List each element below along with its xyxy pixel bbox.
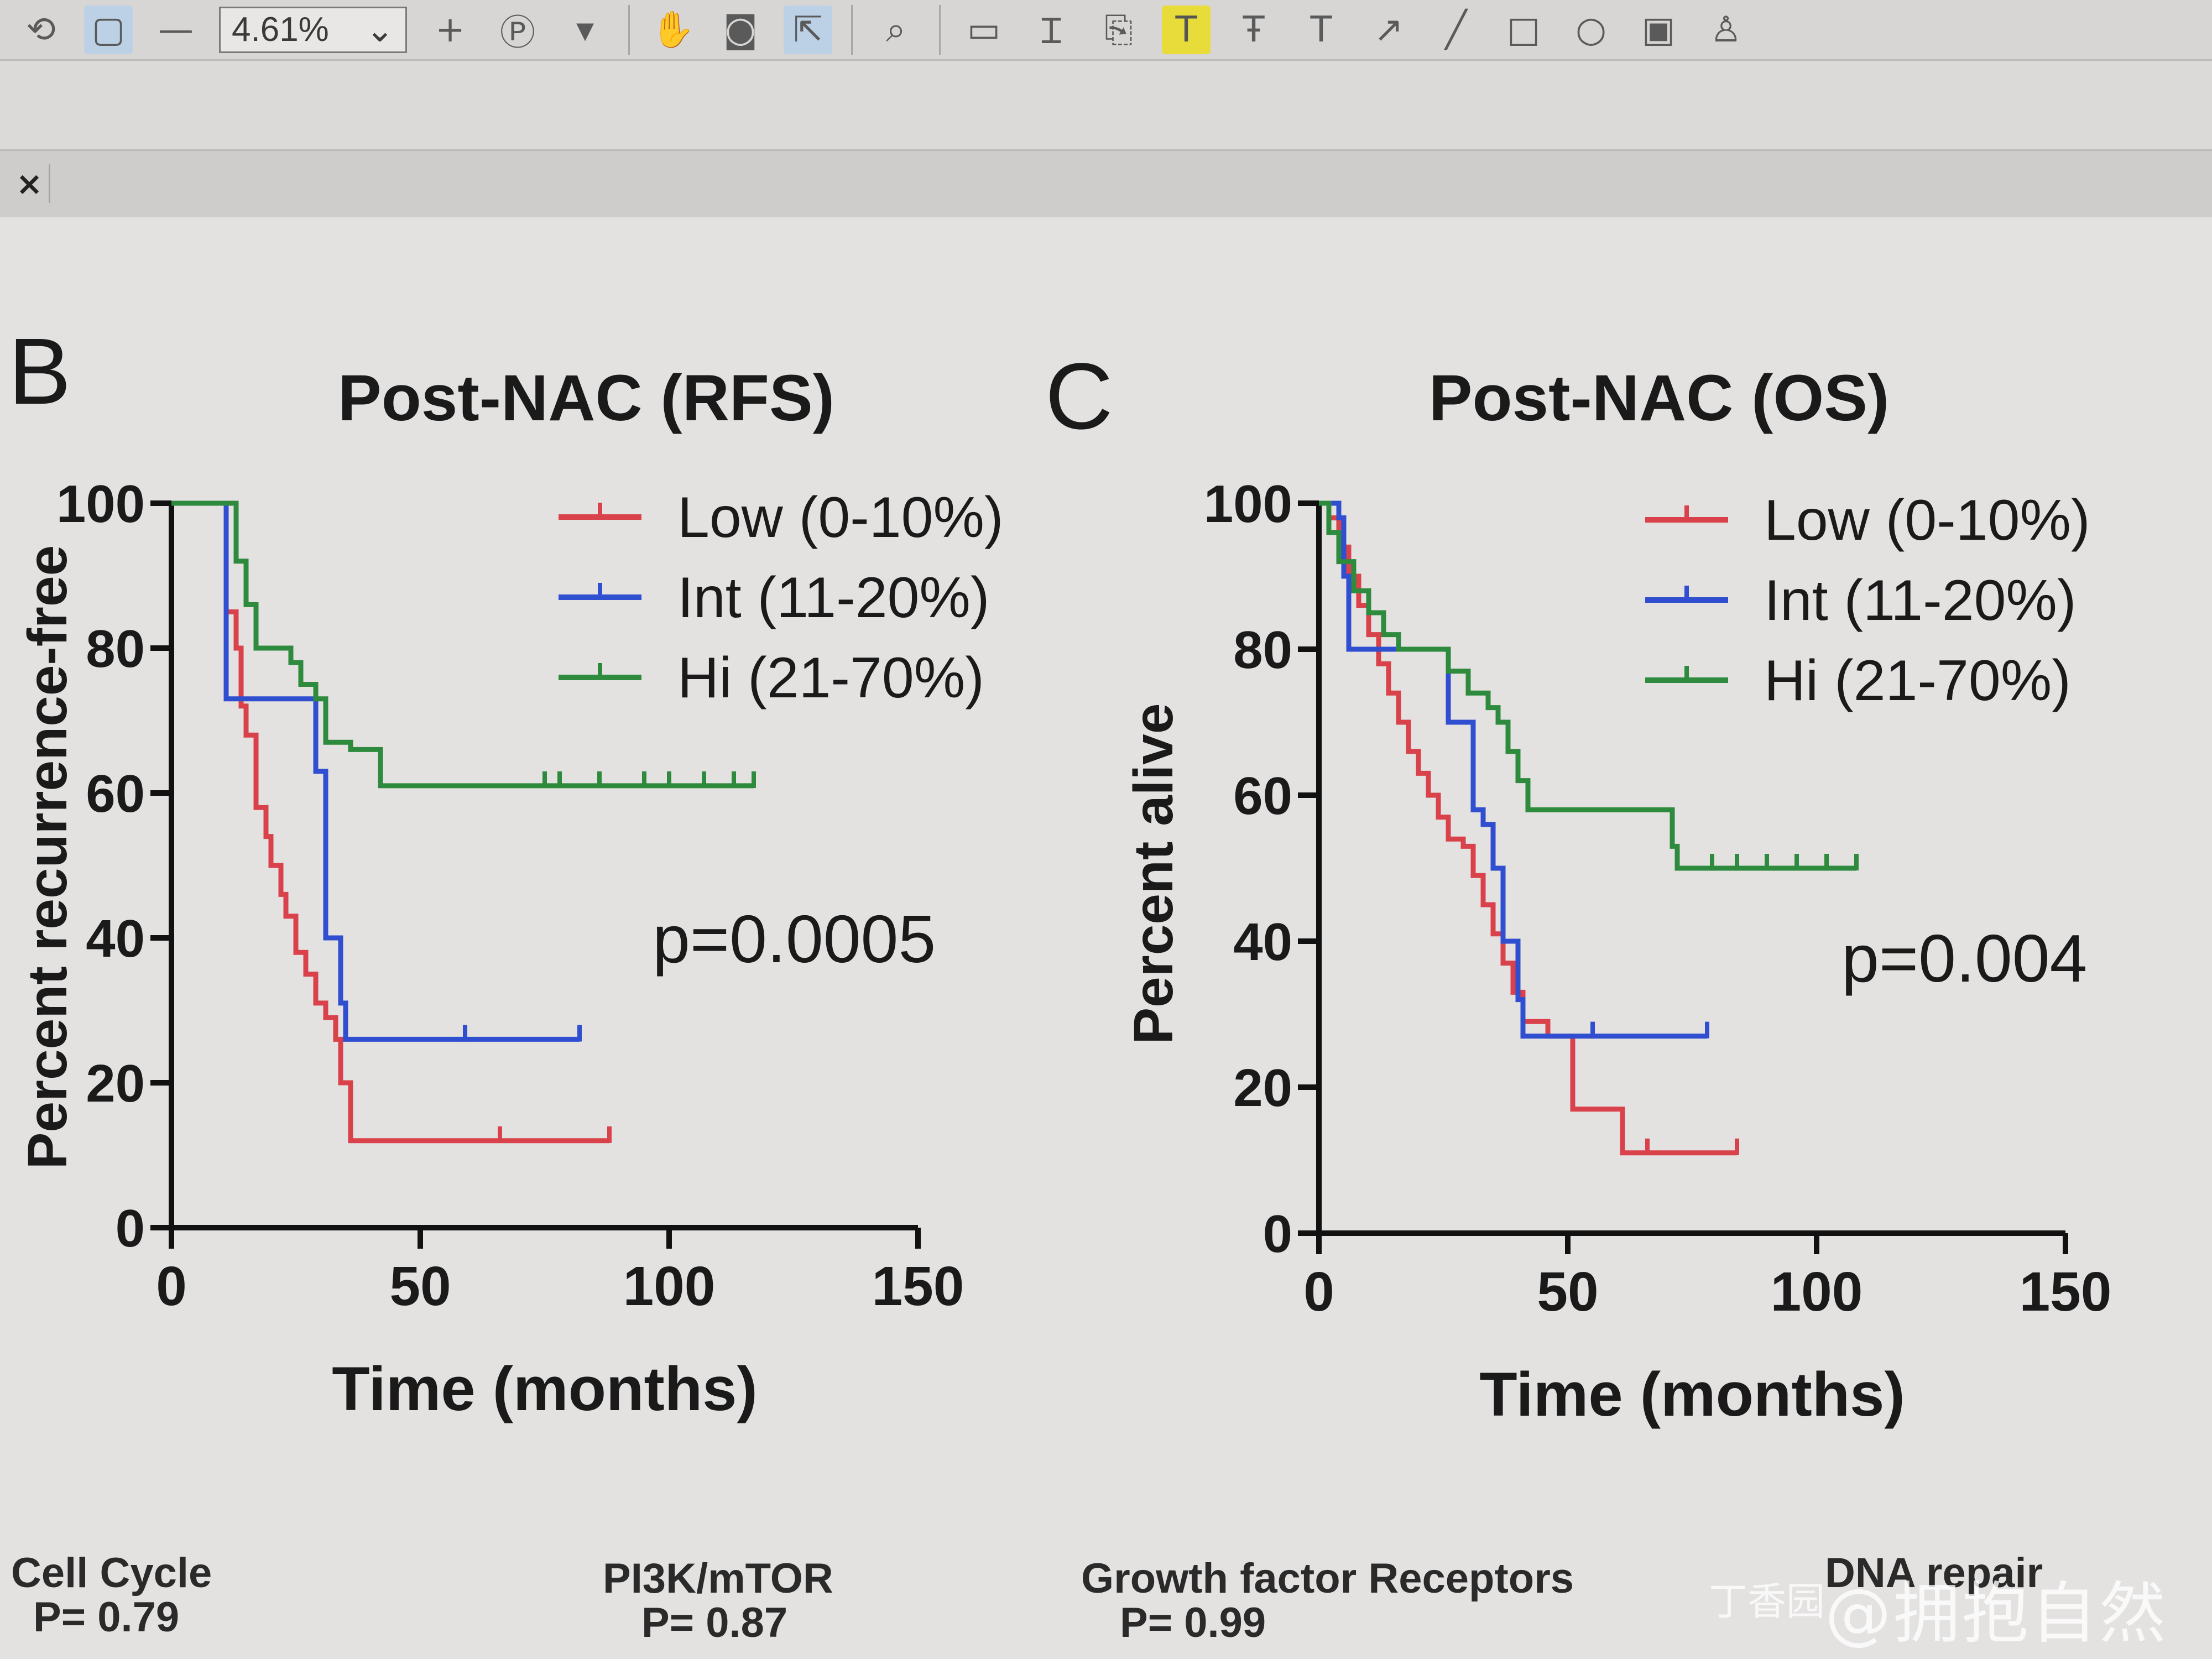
image-icon[interactable]: ▣ xyxy=(1641,9,1676,50)
pathway-name: Growth factor Receptors xyxy=(1081,1555,1574,1602)
pathway-name: Cell Cycle xyxy=(11,1550,212,1597)
legend-label: Int (11-20%) xyxy=(1764,568,2077,633)
text-edit-icon[interactable]: ⎘ xyxy=(1104,9,1133,50)
x-tick-label: 150 xyxy=(872,1255,964,1317)
series-line xyxy=(171,500,609,1144)
zoom-value: 4.61% xyxy=(232,11,329,49)
highlight-text-icon[interactable]: T xyxy=(1162,5,1211,54)
y-tick-label: 60 xyxy=(1233,766,1292,826)
document-tab-strip: × xyxy=(0,149,2212,219)
rfs-chart: Post-NAC (RFS) 0 50 100 150 0 20 40 60 80 100 Time … xyxy=(17,362,1004,1423)
x-tick-label: 50 xyxy=(1537,1261,1598,1323)
y-tick-label: 60 xyxy=(86,764,145,823)
legend-label: Low (0-10%) xyxy=(677,486,1004,550)
chart-title: Post-NAC (RFS) xyxy=(338,362,834,435)
y-tick-label: 100 xyxy=(56,474,145,534)
pathway-p-value: P= 0.79 xyxy=(33,1594,179,1641)
select-tool-icon[interactable]: ⇱ xyxy=(784,5,832,54)
underline-text-icon[interactable]: T xyxy=(1310,9,1332,50)
snapshot-icon[interactable]: ◙ xyxy=(723,9,758,50)
ellipse-icon[interactable]: ○ xyxy=(1575,9,1606,50)
page-icon[interactable]: ▢ xyxy=(84,5,133,54)
series-line xyxy=(171,500,754,789)
y-tick-label: 40 xyxy=(1233,912,1292,972)
hand-tool-icon[interactable]: ✋ xyxy=(651,9,695,50)
rectangle-icon[interactable]: □ xyxy=(1506,9,1541,50)
x-tick-label: 0 xyxy=(156,1255,187,1317)
chart-title: Post-NAC (OS) xyxy=(1429,362,1890,435)
p-value: p=0.0005 xyxy=(653,901,936,977)
toolbar-divider xyxy=(939,4,941,55)
toolbar-divider xyxy=(628,4,630,55)
pathway-name: PI3K/mTOR xyxy=(603,1555,833,1602)
x-tick-label: 0 xyxy=(1303,1261,1334,1323)
y-tick-label: 0 xyxy=(1263,1204,1292,1264)
pan-mode-icon[interactable]: Ⓟ xyxy=(500,12,535,54)
line-icon[interactable]: ╱ xyxy=(1445,9,1467,50)
search-zoom-icon[interactable]: ⌕ xyxy=(886,9,906,50)
strikethrough-icon[interactable]: Ŧ xyxy=(1243,9,1265,50)
y-axis-label: Percent alive xyxy=(1123,703,1185,1044)
toolbar: ⟲ ▢ — 4.61% ⌄ + Ⓟ ▾ ✋ ◙ ⇱ ⌕ ▭ Ɪ ⎘ T Ŧ T … xyxy=(0,0,2212,61)
y-tick-label: 80 xyxy=(86,619,145,679)
arrow-icon[interactable]: ↗ xyxy=(1374,9,1404,50)
panel-letter: B xyxy=(8,319,71,424)
pathway-p-value: P= 0.87 xyxy=(641,1599,787,1646)
stamp-icon[interactable]: ♙ xyxy=(1710,9,1742,50)
legend-label: Int (11-20%) xyxy=(677,566,990,630)
legend-label: Hi (21-70%) xyxy=(677,646,984,710)
series-line xyxy=(1319,500,1707,1039)
series-line xyxy=(171,500,580,1042)
chevron-down-icon: ⌄ xyxy=(366,11,394,49)
x-axis-label: Time (months) xyxy=(1479,1360,1905,1429)
os-chart: Post-NAC (OS) 0 50 100 150 0 20 40 60 80 100 Time (… xyxy=(1123,362,2111,1429)
legend-label: Hi (21-70%) xyxy=(1764,649,2071,713)
y-tick-label: 20 xyxy=(86,1054,145,1113)
p-value: p=0.004 xyxy=(1841,921,2087,996)
x-tick-label: 50 xyxy=(389,1255,451,1317)
panel-letter: C xyxy=(1045,344,1113,449)
text-insert-icon[interactable]: Ɪ xyxy=(1041,11,1061,52)
y-tick-label: 0 xyxy=(116,1199,145,1258)
zoom-select[interactable]: 4.61% ⌄ xyxy=(219,6,407,53)
comment-icon[interactable]: ▭ xyxy=(967,9,1001,50)
watermark-logo: 丁香园 xyxy=(1709,1579,1825,1624)
x-axis-label: Time (months) xyxy=(332,1354,758,1423)
y-axis-label: Percent recurrence-free xyxy=(17,545,79,1169)
pathway-name: DNA repair xyxy=(1825,1550,2043,1597)
close-icon[interactable]: × xyxy=(10,164,50,203)
series-line xyxy=(1319,500,1856,871)
document-page xyxy=(0,217,2212,1659)
y-tick-label: 40 xyxy=(86,909,145,968)
dropdown-icon[interactable]: ▾ xyxy=(576,9,594,50)
y-tick-label: 80 xyxy=(1233,620,1292,680)
pathway-p-value: P= 0.99 xyxy=(1120,1599,1266,1646)
x-tick-label: 100 xyxy=(623,1255,716,1317)
legend-label: Low (0-10%) xyxy=(1764,488,2090,552)
y-tick-label: 100 xyxy=(1204,474,1292,534)
x-tick-label: 150 xyxy=(2020,1261,2112,1323)
series-line xyxy=(1319,500,1737,1156)
plus-icon[interactable]: + xyxy=(435,9,465,50)
toolbar-divider xyxy=(851,4,853,55)
x-tick-label: 100 xyxy=(1771,1261,1863,1323)
minus-icon[interactable]: — xyxy=(158,9,194,50)
watermark: @拥抱自然 xyxy=(1825,1575,2168,1652)
y-tick-label: 20 xyxy=(1233,1058,1292,1118)
rotate-icon[interactable]: ⟲ xyxy=(26,9,56,50)
